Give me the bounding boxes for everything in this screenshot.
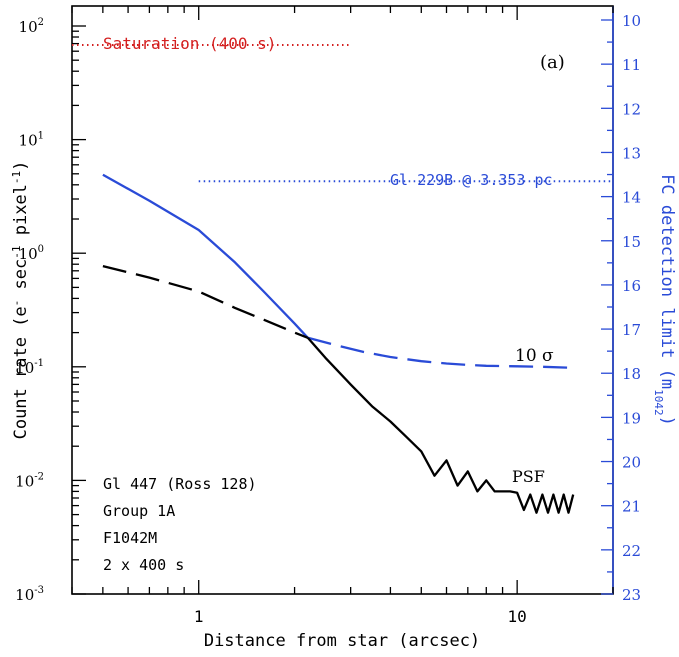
right-tick-label: 16 <box>622 277 641 295</box>
y-tick-label: 10-3 <box>15 585 44 604</box>
y-tick-base: 10 <box>19 18 38 36</box>
y-tick-exp: 1 <box>38 131 44 142</box>
series-psf <box>306 337 575 514</box>
y-tick-label: 10-2 <box>15 471 44 490</box>
series-10 <box>307 336 574 369</box>
gl229b-label: Gl 229B @ 3.353 pc <box>390 171 553 189</box>
x-tick-label: 10 <box>508 607 527 626</box>
x-ticks: 1 10 <box>71 6 614 626</box>
ylabel-left-sup1: - <box>10 300 23 307</box>
target-line: Group 1A <box>103 502 175 520</box>
target-line: F1042M <box>103 529 157 547</box>
right-tick-label: 15 <box>622 233 641 251</box>
psf-label: PSF <box>512 467 545 486</box>
ylabel-left-sup2: -1 <box>10 246 23 259</box>
y-tick-exp: 0 <box>38 244 44 255</box>
y-tick-base: 10 <box>15 472 34 490</box>
right-tick-label: 23 <box>622 586 641 604</box>
y-tick-base: 10 <box>19 245 38 263</box>
right-tick-label: 10 <box>622 12 641 30</box>
target-line: Gl 447 (Ross 128) <box>103 475 257 493</box>
x-axis-label: Distance from star (arcsec) <box>204 631 480 651</box>
ylabel-left-end: ) <box>11 161 31 171</box>
y-tick-base: 10 <box>19 132 38 150</box>
right-tick-label: 12 <box>622 100 641 118</box>
y-tick-exp: -2 <box>34 471 44 482</box>
y-tick-label: 10-1 <box>15 358 44 377</box>
y-tick-label: 102 <box>19 17 44 36</box>
ylabel-left-mid2: pixel <box>11 184 31 245</box>
right-tick-label: 19 <box>622 409 641 427</box>
y-tick-base: 10 <box>15 586 34 604</box>
ten-sigma-label: 10 σ <box>515 346 554 366</box>
y-tick-exp: -1 <box>34 358 44 369</box>
y-tick-exp: -3 <box>34 585 44 596</box>
right-tick-label: 14 <box>622 189 641 207</box>
y-tick-exp: 2 <box>38 17 44 28</box>
right-tick-label: 22 <box>622 542 641 560</box>
ylabel-left-sup3: -1 <box>10 171 23 184</box>
saturation-label: Saturation (400 s) <box>103 34 276 53</box>
series-10 <box>102 264 309 339</box>
right-tick-label: 11 <box>622 56 641 74</box>
y-tick-base: 10 <box>15 359 34 377</box>
series-layer <box>72 44 613 514</box>
series-fc-detection-limit <box>102 173 309 339</box>
ylabel-right-base: FC detection limit (m <box>657 174 677 389</box>
panel-label: (a) <box>540 52 565 73</box>
right-ticks: 10 11 12 13 14 15 16 17 18 19 20 21 22 23 <box>601 12 641 604</box>
ylabel-left-base: Count rate (e <box>11 306 31 439</box>
right-tick-label: 21 <box>622 498 641 516</box>
ylabel-right-end: ) <box>657 416 677 426</box>
right-tick-label: 18 <box>622 365 641 383</box>
y-tick-label: 101 <box>19 131 44 150</box>
y-axis-label-left: Count rate (e- sec-1 pixel-1) <box>10 161 32 440</box>
y-axis-label-right: FC detection limit (m1042) <box>653 174 678 426</box>
ylabel-right-sub: 1042 <box>653 389 666 416</box>
right-tick-label: 20 <box>622 454 641 472</box>
x-tick-label: 1 <box>194 607 204 626</box>
ylabel-left-mid1: sec <box>11 259 31 300</box>
y-tick-label: 100 <box>19 244 44 263</box>
right-tick-label: 13 <box>622 144 641 162</box>
right-tick-label: 17 <box>622 321 641 339</box>
target-line: 2 x 400 s <box>103 556 184 574</box>
